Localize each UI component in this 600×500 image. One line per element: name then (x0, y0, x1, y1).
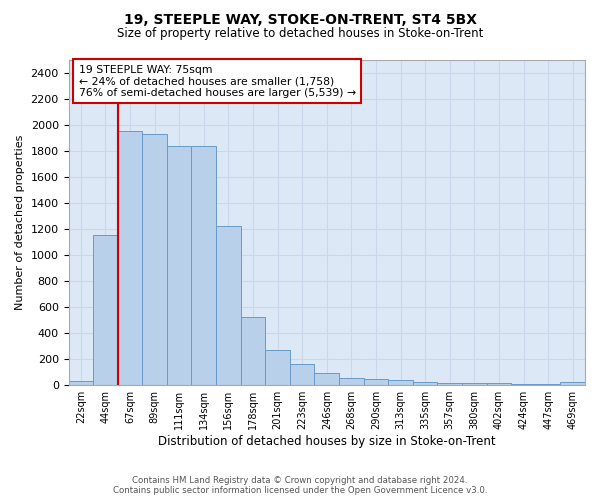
Bar (167, 146, 191, 384)
Y-axis label: Number of detached properties: Number of detached properties (15, 134, 25, 310)
Bar (290, 364, 314, 384)
Bar (437, 383, 462, 384)
Bar (560, 382, 585, 384)
Bar (241, 317, 265, 384)
Bar (118, 132, 142, 384)
Text: Size of property relative to detached houses in Stoke-on-Trent: Size of property relative to detached ho… (117, 28, 483, 40)
Bar (339, 378, 364, 384)
Bar (93, 236, 118, 384)
Bar (413, 382, 437, 384)
Bar (265, 350, 290, 384)
Text: 19, STEEPLE WAY, STOKE-ON-TRENT, ST4 5BX: 19, STEEPLE WAY, STOKE-ON-TRENT, ST4 5BX (124, 12, 476, 26)
Bar (191, 146, 216, 384)
Bar (216, 226, 241, 384)
Bar (68, 381, 93, 384)
X-axis label: Distribution of detached houses by size in Stoke-on-Trent: Distribution of detached houses by size … (158, 434, 496, 448)
Bar (142, 134, 167, 384)
Text: 19 STEEPLE WAY: 75sqm
← 24% of detached houses are smaller (1,758)
76% of semi-d: 19 STEEPLE WAY: 75sqm ← 24% of detached … (79, 65, 356, 98)
Bar (314, 373, 339, 384)
Bar (364, 379, 388, 384)
Text: Contains HM Land Registry data © Crown copyright and database right 2024.
Contai: Contains HM Land Registry data © Crown c… (113, 476, 487, 495)
Bar (388, 380, 413, 384)
